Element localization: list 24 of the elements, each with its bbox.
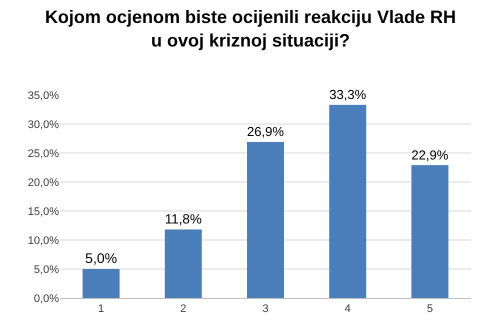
chart-title: Kojom ocjenom biste ocijenili reakciju Vlade RH u ovoj kriznoj situaciji? <box>44 6 456 50</box>
y-tick-label: 20,0% <box>28 176 60 189</box>
bar <box>411 165 448 298</box>
y-tick-label: 35,0% <box>28 90 60 102</box>
bar <box>164 230 202 298</box>
y-tick-label: 5,0% <box>34 264 60 276</box>
y-tick-label: 10,0% <box>28 234 60 247</box>
x-tick-label: 1 <box>98 303 104 316</box>
data-label: 22,9% <box>411 147 449 162</box>
data-label: 33,3% <box>329 87 367 102</box>
x-tick-label: 5 <box>426 303 433 316</box>
data-label: 11,8% <box>164 212 202 227</box>
bar <box>82 269 120 298</box>
bar <box>247 142 284 298</box>
x-tick-label: 2 <box>180 303 186 316</box>
y-tick-label: 15,0% <box>28 206 60 218</box>
x-tick-label: 3 <box>262 303 269 316</box>
y-tick-label: 0,0% <box>34 292 60 305</box>
y-tick-label: 30,0% <box>28 118 60 131</box>
y-tick-label: 25,0% <box>28 148 60 160</box>
data-label: 5,0% <box>85 250 118 266</box>
bar <box>329 104 366 298</box>
data-label: 26,9% <box>247 124 284 140</box>
x-tick-label: 4 <box>344 303 351 316</box>
